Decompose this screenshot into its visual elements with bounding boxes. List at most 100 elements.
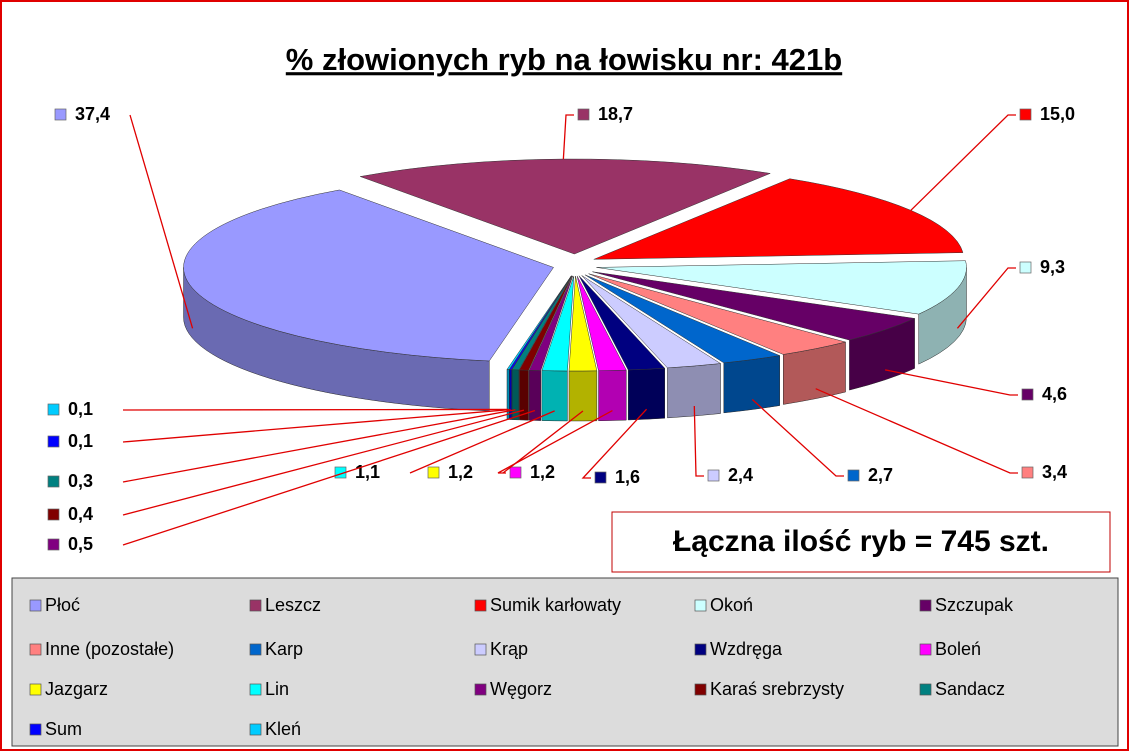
- data-label: 0,1: [68, 399, 93, 419]
- slice-side-shade: [509, 369, 512, 420]
- legend-label: Sandacz: [935, 679, 1005, 699]
- legend-swatch: [474, 599, 487, 612]
- data-label: 0,3: [68, 471, 93, 491]
- leader-line: [122, 408, 509, 411]
- leader-line: [409, 410, 555, 474]
- legend-label: Szczupak: [935, 595, 1014, 615]
- slice: [581, 275, 722, 369]
- label-swatch: [427, 466, 440, 479]
- label-swatch: [1019, 108, 1032, 121]
- leader-line: [693, 405, 704, 477]
- legend-swatch: [474, 683, 487, 696]
- legend-swatch: [919, 643, 932, 656]
- data-label: 1,2: [530, 462, 555, 482]
- slice-side-shade: [723, 355, 780, 413]
- data-label: 1,6: [615, 467, 640, 487]
- data-label: 0,4: [68, 504, 93, 524]
- legend-box: [11, 577, 1119, 747]
- leader-line: [884, 369, 1018, 396]
- label-swatch: [594, 471, 607, 484]
- data-label: 1,2: [448, 462, 473, 482]
- legend-swatch: [249, 643, 262, 656]
- slice: [506, 275, 572, 370]
- slice-side-shade: [628, 368, 665, 420]
- slice: [541, 275, 575, 372]
- label-swatch: [847, 469, 860, 482]
- data-label: 2,7: [868, 465, 893, 485]
- legend-swatch: [694, 599, 707, 612]
- legend-label: Kleń: [265, 719, 301, 739]
- slice-side-shade: [598, 370, 627, 421]
- data-label: 9,3: [1040, 257, 1065, 277]
- leader-line: [581, 408, 648, 479]
- label-swatch: [54, 108, 67, 121]
- legend-swatch: [474, 643, 487, 656]
- label-swatch: [707, 469, 720, 482]
- leader-line: [956, 267, 1016, 329]
- legend-swatch: [694, 643, 707, 656]
- leader-line: [129, 114, 194, 329]
- slice-side-shade: [183, 267, 490, 411]
- annotation: Łączna ilość ryb = 745 szt.: [673, 525, 1049, 558]
- slice-side-shade: [667, 363, 721, 418]
- slice: [576, 275, 627, 372]
- labels: 37,4 18,7 15,09,34,63,42,72,41,61,21,21,10…: [47, 104, 1075, 554]
- label-swatch: [1021, 466, 1034, 479]
- data-label: 2,4: [728, 465, 753, 485]
- slice-side-shade: [529, 370, 541, 421]
- leader-line: [751, 399, 844, 477]
- leader-line: [562, 114, 574, 160]
- legend-swatch: [29, 599, 42, 612]
- label-swatch: [1019, 261, 1032, 274]
- legend-swatch: [919, 599, 932, 612]
- leader-line: [122, 408, 511, 443]
- leader-line: [122, 409, 516, 483]
- legend-swatch: [249, 599, 262, 612]
- pie-sides: [183, 267, 967, 422]
- leader-line: [122, 409, 536, 546]
- leader-line: [815, 388, 1018, 474]
- leader-line: [910, 114, 1016, 211]
- data-label: 15,0: [1040, 104, 1075, 124]
- legend-swatch: [249, 723, 262, 736]
- label-swatch: [47, 435, 60, 448]
- slice: [588, 273, 846, 355]
- slice: [592, 271, 916, 341]
- legend-label: Inne (pozostałe): [45, 639, 174, 659]
- slice-side-shade: [783, 342, 846, 405]
- label-swatch: [1021, 388, 1034, 401]
- slice: [183, 189, 554, 362]
- data-label: 4,6: [1042, 384, 1067, 404]
- label-swatch: [577, 108, 590, 121]
- legend-label: Leszcz: [265, 595, 321, 615]
- legend-label: Krąp: [490, 639, 528, 659]
- data-label: 0,5: [68, 534, 93, 554]
- legend-label: Okoń: [710, 595, 753, 615]
- legend-label: Sum: [45, 719, 82, 739]
- legend-label: Jazgarz: [45, 679, 108, 699]
- legend-label: Karp: [265, 639, 303, 659]
- data-label: 37,4: [75, 104, 110, 124]
- data-label: 18,7: [598, 104, 633, 124]
- label-swatch: [47, 538, 60, 551]
- legend-label: Płoć: [45, 595, 80, 615]
- legend-label: Karaś srebrzysty: [710, 679, 844, 699]
- legend-label: Boleń: [935, 639, 981, 659]
- slice-side-shade: [568, 370, 597, 421]
- slice: [584, 274, 781, 364]
- leader-line: [502, 410, 584, 474]
- slice-side-shade: [511, 369, 519, 420]
- legend-swatch: [29, 723, 42, 736]
- data-label: 0,1: [68, 431, 93, 451]
- slice-side-shade: [541, 370, 568, 421]
- slice: [596, 260, 967, 315]
- legend-swatch: [29, 643, 42, 656]
- chart-title: % złowionych ryb na łowisku nr: 421b: [286, 42, 842, 77]
- leader-line: [122, 409, 525, 516]
- label-swatch: [47, 403, 60, 416]
- legend-label: Lin: [265, 679, 289, 699]
- legend-label: Węgorz: [490, 679, 552, 699]
- slice: [578, 275, 666, 371]
